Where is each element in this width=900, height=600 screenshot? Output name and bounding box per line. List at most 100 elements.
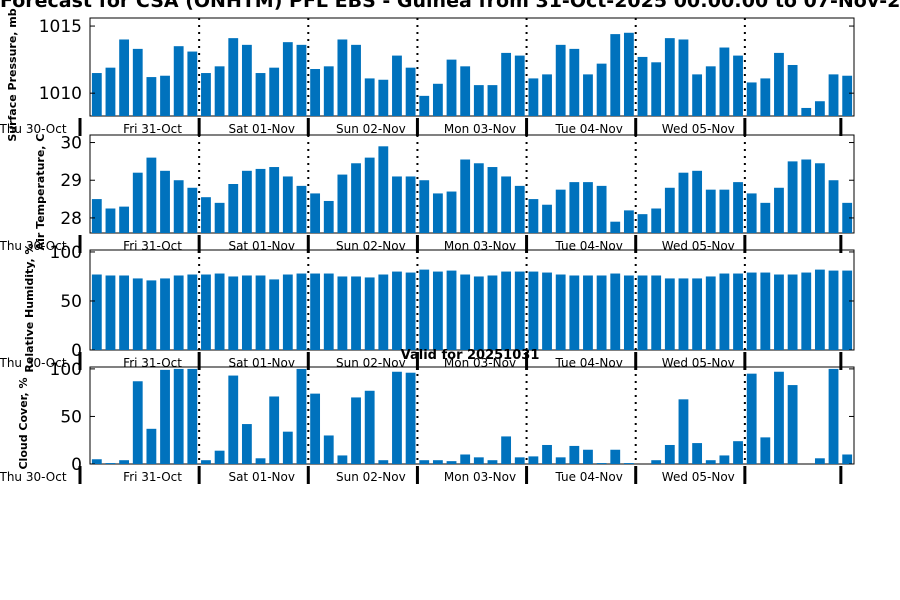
bar-3-16 [310, 393, 321, 464]
bar-0-34 [555, 44, 566, 116]
plot-frame-3 [89, 366, 855, 465]
ytick-label-1-2: 30 [60, 134, 82, 154]
bar-3-20 [364, 390, 375, 464]
plot-frame-0 [89, 17, 855, 117]
bar-1-12 [255, 168, 266, 233]
bar-0-29 [487, 85, 498, 116]
bar-1-7 [187, 187, 198, 233]
bar-3-19 [351, 397, 361, 464]
day-label-0-3: Sun 02-Nov [336, 122, 406, 136]
bar-3-39 [623, 463, 634, 464]
bar-1-0 [91, 199, 102, 233]
bar-3-0 [91, 459, 102, 464]
bar-0-33 [542, 74, 552, 116]
bar-2-23 [405, 272, 416, 350]
day-label-3-2: Sat 01-Nov [228, 470, 295, 484]
bar-3-27 [460, 454, 471, 464]
bar-0-53 [814, 101, 825, 116]
bar-1-28 [473, 163, 484, 233]
bar-2-53 [814, 269, 825, 350]
bar-0-32 [528, 78, 539, 116]
bar-2-16 [310, 273, 321, 350]
bar-0-0 [91, 73, 102, 116]
bar-0-46 [719, 47, 730, 116]
bar-3-29 [487, 460, 498, 464]
ylabel-2: Relative Humidity, % [23, 243, 36, 372]
ytick-label-0-1: 1015 [39, 17, 82, 37]
bar-3-7 [187, 368, 198, 464]
bar-0-54 [828, 74, 839, 116]
bar-1-14 [282, 176, 293, 233]
ytick-label-1-1: 29 [60, 171, 82, 191]
ytick-label-3-1: 50 [60, 407, 82, 427]
bar-1-54 [828, 180, 839, 233]
bar-0-26 [446, 59, 457, 116]
bar-3-55 [842, 454, 853, 464]
bar-0-6 [173, 46, 184, 116]
panel-title-3: Valid for 20251031 [401, 348, 540, 363]
bar-1-50 [774, 187, 784, 233]
bar-2-19 [351, 276, 361, 350]
bar-0-19 [351, 44, 361, 116]
bar-1-19 [351, 163, 361, 233]
ytick-label-0-0: 1010 [39, 84, 82, 104]
plot-frame-2 [89, 249, 855, 351]
day-label-0-5: Tue 04-Nov [554, 122, 622, 136]
bar-2-24 [419, 269, 430, 350]
bar-3-21 [378, 460, 389, 464]
bar-1-44 [692, 170, 703, 233]
bar-1-9 [214, 202, 225, 233]
bar-2-5 [160, 278, 170, 350]
bar-3-47 [733, 441, 743, 464]
day-label-0-1: Fri 31-Oct [123, 122, 182, 136]
bar-1-45 [705, 189, 716, 233]
day-label-1-1: Fri 31-Oct [123, 239, 182, 253]
ylabel-1: Air Temperature, C [34, 134, 47, 251]
bar-3-53 [814, 458, 825, 464]
bar-0-13 [269, 67, 280, 116]
bar-2-34 [555, 274, 566, 350]
bar-3-49 [760, 437, 771, 464]
bar-2-36 [583, 275, 593, 350]
bar-1-25 [432, 193, 443, 233]
day-label-3-1: Fri 31-Oct [123, 470, 182, 484]
bar-1-3 [132, 172, 143, 233]
bar-2-46 [719, 273, 730, 350]
bar-1-34 [555, 189, 566, 233]
bar-3-30 [501, 436, 512, 464]
bar-0-27 [460, 66, 471, 116]
bar-1-13 [269, 167, 280, 233]
bar-0-11 [241, 44, 252, 116]
bar-0-55 [842, 75, 853, 116]
bar-2-48 [746, 272, 757, 350]
bar-3-15 [296, 368, 307, 464]
bar-2-38 [610, 273, 621, 350]
bar-2-7 [187, 274, 198, 350]
bar-2-10 [228, 276, 239, 350]
bar-3-41 [651, 460, 662, 464]
bar-1-42 [664, 187, 675, 233]
bar-0-47 [733, 55, 743, 116]
bar-1-17 [323, 200, 334, 233]
bar-0-23 [405, 67, 416, 116]
bar-3-26 [446, 461, 457, 464]
bar-0-45 [705, 66, 716, 116]
bar-2-8 [201, 274, 211, 350]
plot-frame-1 [89, 134, 855, 234]
day-label-1-6: Wed 05-Nov [662, 239, 735, 253]
bar-1-15 [296, 185, 307, 233]
bar-0-2 [119, 39, 130, 117]
bar-0-12 [255, 73, 266, 116]
ytick-label-1-0: 28 [60, 209, 82, 229]
bar-3-42 [664, 444, 675, 464]
bar-2-13 [269, 279, 280, 350]
bar-0-49 [760, 78, 771, 116]
bar-2-30 [501, 271, 512, 350]
bar-1-49 [760, 202, 771, 233]
bar-2-14 [282, 274, 293, 350]
bar-1-1 [105, 208, 116, 233]
day-label-3-6: Wed 05-Nov [662, 470, 735, 484]
bar-3-37 [596, 463, 607, 464]
bar-0-15 [296, 44, 307, 116]
